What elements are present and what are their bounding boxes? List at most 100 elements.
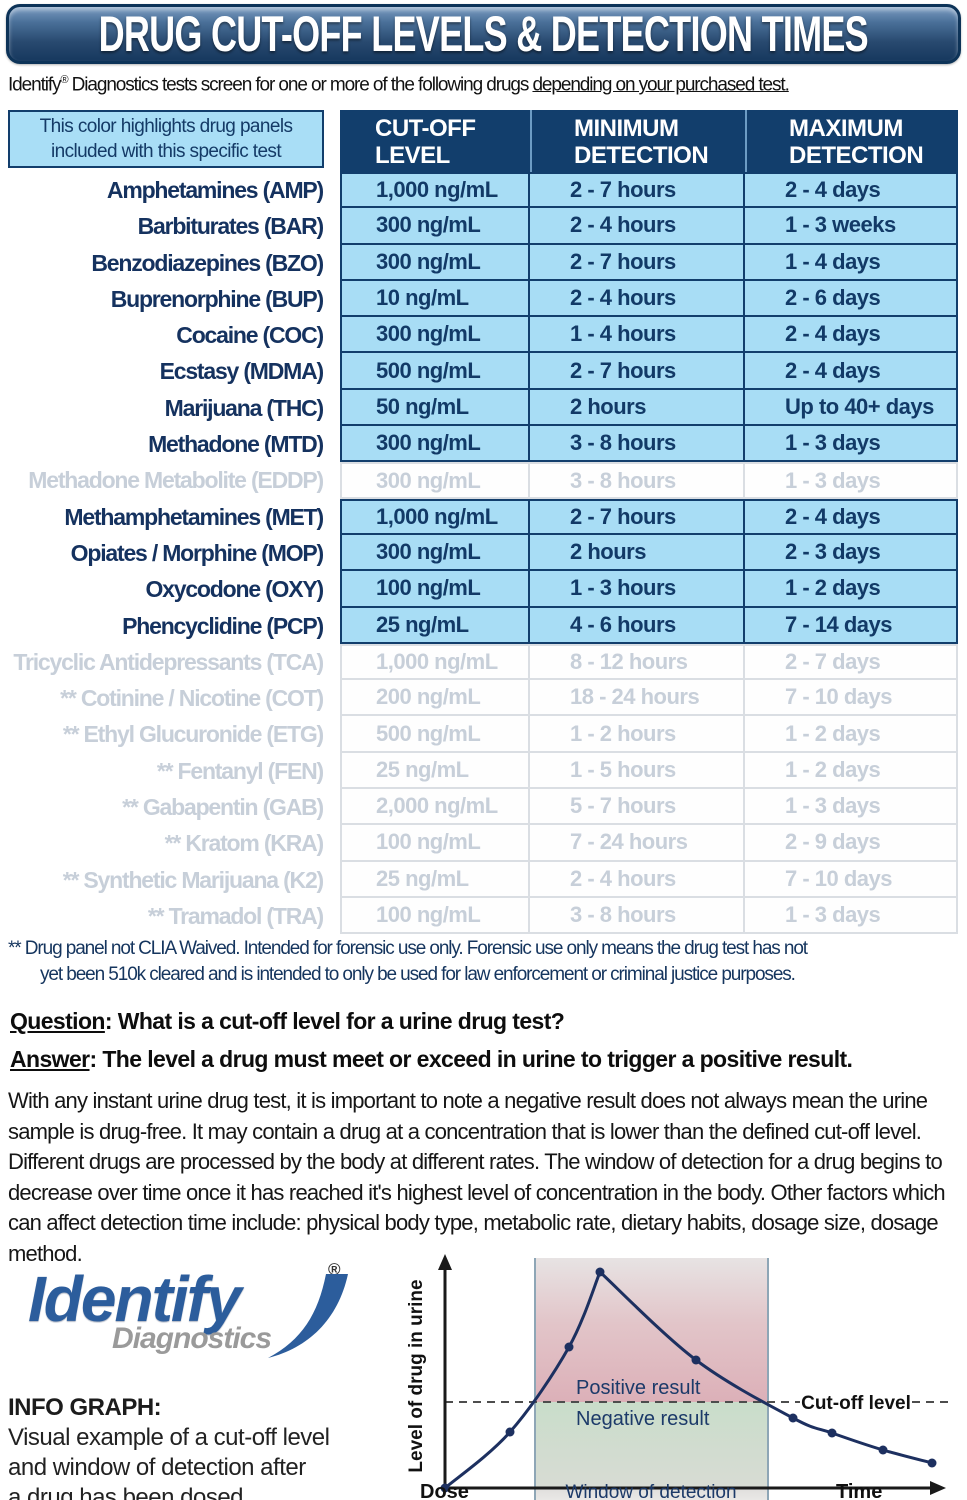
- positive-result-label: Positive result: [576, 1377, 701, 1399]
- maximum-detection-cell: 1 - 2 days: [745, 716, 958, 753]
- y-axis-label: Level of drug in urine: [406, 1279, 427, 1472]
- identify-diagnostics-logo: Identify ® Diagnostics: [0, 1260, 400, 1370]
- data-point-dot: [440, 1483, 450, 1493]
- minimum-detection-cell: 18 - 24 hours: [530, 680, 745, 717]
- table-row: Cocaine (COC) 300 ng/mL 1 - 4 hours 2 - 4 d…: [0, 317, 958, 354]
- maximum-detection-cell: 2 - 4 days: [745, 498, 958, 535]
- legend-box: This color highlights drug panels includ…: [8, 110, 324, 168]
- maximum-detection-cell: 1 - 2 days: [745, 752, 958, 790]
- cutoff-level-cell: 25 ng/mL: [340, 861, 530, 898]
- logo-subtext: Diagnostics: [112, 1322, 272, 1355]
- cutoff-level-cell: 500 ng/mL: [340, 353, 530, 390]
- column-header-max-detection: MAXIMUM DETECTION: [745, 110, 958, 172]
- window-of-detection-label: Window of detection: [565, 1482, 736, 1500]
- cutoff-level-cell: 200 ng/mL: [340, 680, 530, 717]
- table-header: CUT-OFF LEVEL MINIMUM DETECTION MAXIMUM …: [340, 110, 958, 172]
- table-row: ** Cotinine / Nicotine (COT) 200 ng/mL 18 …: [0, 680, 958, 717]
- answer-line: Answer: The level a drug must meet or ex…: [10, 1046, 962, 1073]
- drug-table-rows: Amphetamines (AMP) 1,000 ng/mL 2 - 7 hours…: [0, 172, 958, 935]
- time-label: Time: [836, 1481, 882, 1500]
- drug-name: Methamphetamines (MET): [64, 503, 324, 530]
- footnote-line-2: yet been 510k cleared and is intended to…: [40, 964, 796, 985]
- column-header-cutoff: CUT-OFF LEVEL: [375, 115, 476, 169]
- table-row: Methadone Metabolite (EDDP) 300 ng/mL 3 - …: [0, 462, 958, 499]
- minimum-detection-cell: 2 - 7 hours: [530, 353, 745, 390]
- data-point-dot: [505, 1427, 515, 1437]
- cutoff-level-cell: 300 ng/mL: [340, 244, 530, 281]
- table-row: Buprenorphine (BUP) 10 ng/mL 2 - 4 hours 2 …: [0, 280, 958, 318]
- table-row: Oxycodone (OXY) 100 ng/mL 1 - 3 hours 1 - 2…: [0, 571, 958, 608]
- question-label: Question: [10, 1008, 105, 1034]
- minimum-detection-cell: 2 - 7 hours: [530, 498, 745, 535]
- maximum-detection-cell: 2 - 3 days: [745, 534, 958, 572]
- maximum-detection-cell: 1 - 2 days: [745, 571, 958, 608]
- maximum-detection-cell: 2 - 6 days: [745, 280, 958, 318]
- maximum-detection-cell: 2 - 4 days: [745, 172, 958, 209]
- maximum-detection-cell: 2 - 4 days: [745, 353, 958, 390]
- minimum-detection-cell: 1 - 5 hours: [530, 752, 745, 790]
- explanation-paragraph: With any instant urine drug test, it is …: [8, 1088, 946, 1266]
- minimum-detection-cell: 2 - 4 hours: [530, 280, 745, 318]
- infograph-caption-2: and window of detection after: [8, 1454, 306, 1481]
- table-row: Barbiturates (BAR) 300 ng/mL 2 - 4 hours 1 …: [0, 208, 958, 245]
- maximum-detection-cell: 1 - 3 days: [745, 462, 958, 499]
- question-line: Question: What is a cut-off level for a …: [10, 1008, 962, 1035]
- drug-name: Methadone Metabolite (EDDP): [28, 467, 324, 494]
- infograph-heading: INFO GRAPH:: [8, 1394, 162, 1421]
- minimum-detection-cell: 2 - 7 hours: [530, 172, 745, 209]
- table-row: Tricyclic Antidepressants (TCA) 1,000 ng/…: [0, 643, 958, 681]
- page-title: DRUG CUT-OFF LEVELS & DETECTION TIMES: [98, 6, 869, 62]
- drug-name: Tricyclic Antidepressants (TCA): [13, 648, 324, 675]
- y-axis-arrow-icon: [438, 1254, 452, 1270]
- drug-name: ** Ethyl Glucuronide (ETG): [62, 721, 324, 748]
- cutoff-level-cell: 1,000 ng/mL: [340, 498, 530, 535]
- minimum-detection-cell: 2 - 4 hours: [530, 861, 745, 898]
- drug-name: Oxycodone (OXY): [145, 576, 324, 603]
- table-row: Amphetamines (AMP) 1,000 ng/mL 2 - 7 hours…: [0, 172, 958, 209]
- drug-name: ** Gabapentin (GAB): [122, 794, 324, 821]
- cutoff-level-cell: 100 ng/mL: [340, 897, 530, 935]
- maximum-detection-cell: 2 - 7 days: [745, 643, 958, 681]
- drug-name: ** Kratom (KRA): [164, 830, 325, 857]
- table-row: Marijuana (THC) 50 ng/mL 2 hours Up to 40+ …: [0, 389, 958, 427]
- cutoff-level-cell: 300 ng/mL: [340, 208, 530, 245]
- minimum-detection-cell: 4 - 6 hours: [530, 607, 745, 644]
- subtitle: Identify® Diagnostics tests screen for o…: [8, 74, 960, 96]
- minimum-detection-cell: 2 - 4 hours: [530, 208, 745, 245]
- drug-name: Benzodiazepines (BZO): [91, 249, 324, 276]
- drug-name: Buprenorphine (BUP): [110, 285, 325, 312]
- title-bar: DRUG CUT-OFF LEVELS & DETECTION TIMES: [6, 4, 961, 64]
- table-row: Phencyclidine (PCP) 25 ng/mL 4 - 6 hours 7 …: [0, 607, 958, 644]
- data-point-dot: [788, 1413, 798, 1423]
- drug-name: Ecstasy (MDMA): [159, 358, 325, 385]
- minimum-detection-cell: 2 - 7 hours: [530, 244, 745, 281]
- drug-name: Amphetamines (AMP): [106, 177, 324, 203]
- cutoff-level-cell: 500 ng/mL: [340, 716, 530, 753]
- negative-result-label: Negative result: [576, 1408, 710, 1430]
- dose-label: Dose: [420, 1481, 469, 1500]
- footnote-line-1: ** Drug panel not CLIA Waived. Intended …: [8, 938, 808, 959]
- table-row: ** Kratom (KRA) 100 ng/mL 7 - 24 hours 2 - …: [0, 825, 958, 862]
- drug-name: ** Synthetic Marijuana (K2): [62, 866, 324, 893]
- infograph-caption-3: a drug has been dosed.: [8, 1484, 250, 1500]
- x-axis-arrow-icon: [930, 1481, 946, 1495]
- maximum-detection-cell: 1 - 3 days: [745, 426, 958, 463]
- subtitle-underlined: depending on your purchased test.: [532, 74, 789, 96]
- drug-name: Opiates / Morphine (MOP): [70, 539, 325, 566]
- cutoff-level-cell: 10 ng/mL: [340, 280, 530, 318]
- window-of-detection-band: [534, 1258, 769, 1500]
- minimum-detection-cell: 3 - 8 hours: [530, 462, 745, 499]
- cutoff-level-cell: 100 ng/mL: [340, 825, 530, 862]
- table-row: ** Ethyl Glucuronide (ETG) 500 ng/mL 1 - 2…: [0, 716, 958, 753]
- cutoff-level-cell: 50 ng/mL: [340, 389, 530, 427]
- subtitle-rest: Diagnostics tests screen for one or more…: [67, 74, 533, 96]
- cutoff-label: Cut-off level: [801, 1393, 911, 1414]
- infograph-caption-1: Visual example of a cut-off level: [8, 1424, 330, 1451]
- cutoff-level-cell: 2,000 ng/mL: [340, 789, 530, 826]
- maximum-detection-cell: 7 - 10 days: [745, 680, 958, 717]
- cutoff-level-cell: 300 ng/mL: [340, 462, 530, 499]
- maximum-detection-cell: 1 - 3 weeks: [745, 208, 958, 245]
- data-point-dot: [564, 1342, 574, 1352]
- minimum-detection-cell: 3 - 8 hours: [530, 897, 745, 935]
